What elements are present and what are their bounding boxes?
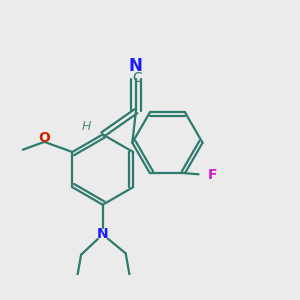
Text: N: N (129, 57, 143, 75)
Text: F: F (207, 167, 217, 182)
Text: H: H (82, 120, 91, 133)
Text: O: O (38, 131, 50, 145)
Text: N: N (97, 227, 109, 242)
Text: C: C (132, 71, 142, 85)
